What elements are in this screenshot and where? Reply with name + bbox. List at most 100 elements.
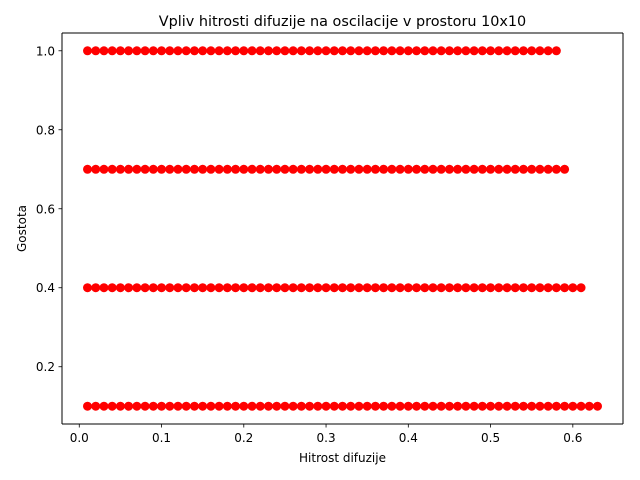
scatter-points	[83, 46, 602, 411]
data-point	[576, 283, 586, 293]
y-tick-label: 0.2	[36, 360, 55, 374]
data-point	[247, 164, 257, 174]
data-point	[280, 401, 290, 411]
data-point	[99, 46, 109, 56]
data-point	[403, 283, 413, 293]
data-point	[173, 283, 183, 293]
data-point	[247, 283, 257, 293]
data-point	[239, 164, 249, 174]
data-point	[321, 164, 331, 174]
data-point	[140, 401, 150, 411]
data-point	[412, 401, 422, 411]
data-point	[486, 164, 496, 174]
axes	[61, 32, 624, 425]
data-point	[436, 164, 446, 174]
data-point	[329, 164, 339, 174]
data-point	[486, 46, 496, 56]
data-point	[288, 401, 298, 411]
data-point	[239, 46, 249, 56]
data-point	[346, 283, 356, 293]
data-point	[486, 283, 496, 293]
data-point	[181, 46, 191, 56]
data-point	[214, 401, 224, 411]
data-point	[83, 283, 92, 293]
data-point	[181, 164, 191, 174]
data-point	[132, 46, 142, 56]
data-point	[157, 401, 167, 411]
data-point	[288, 164, 298, 174]
data-point	[551, 401, 561, 411]
data-point	[255, 164, 265, 174]
data-point	[412, 164, 422, 174]
y-tick-label: 0.8	[36, 123, 55, 137]
data-point	[305, 46, 315, 56]
data-point	[132, 164, 142, 174]
data-point	[444, 283, 454, 293]
data-point	[148, 401, 158, 411]
data-point	[494, 401, 504, 411]
data-point	[518, 46, 528, 56]
data-point	[222, 401, 232, 411]
data-point	[420, 46, 430, 56]
data-point	[263, 164, 273, 174]
data-point	[140, 164, 150, 174]
data-point	[379, 46, 389, 56]
data-point	[346, 46, 356, 56]
data-point	[354, 46, 364, 56]
data-point	[231, 164, 241, 174]
data-point	[338, 401, 347, 411]
data-point	[255, 283, 265, 293]
data-point	[379, 401, 389, 411]
data-point	[502, 46, 512, 56]
data-point	[189, 283, 199, 293]
data-point	[255, 46, 265, 56]
data-point	[181, 283, 191, 293]
data-point	[502, 164, 512, 174]
data-point	[518, 164, 528, 174]
data-point	[239, 283, 249, 293]
data-point	[115, 283, 125, 293]
data-point	[444, 164, 454, 174]
data-point	[370, 46, 380, 56]
data-point	[329, 401, 339, 411]
data-point	[272, 46, 282, 56]
x-tick-label: 0.6	[563, 431, 582, 445]
data-point	[140, 46, 150, 56]
x-tick-label: 0.2	[234, 431, 253, 445]
y-tick-label: 1.0	[36, 44, 55, 58]
data-point	[362, 164, 372, 174]
x-tick-label: 0.3	[317, 431, 336, 445]
data-point	[412, 46, 422, 56]
data-point	[395, 164, 405, 174]
data-point	[346, 164, 356, 174]
data-point	[91, 401, 101, 411]
data-point	[214, 164, 224, 174]
data-point	[206, 283, 216, 293]
data-point	[469, 46, 479, 56]
data-point	[543, 401, 553, 411]
data-point	[593, 401, 602, 411]
data-point	[403, 164, 413, 174]
data-point	[453, 46, 463, 56]
data-point	[165, 164, 175, 174]
data-point	[494, 46, 504, 56]
data-point	[551, 46, 561, 56]
data-point	[387, 164, 397, 174]
data-point	[395, 46, 405, 56]
data-point	[189, 46, 199, 56]
x-tick-label: 0.4	[399, 431, 418, 445]
data-point	[148, 46, 158, 56]
data-point	[214, 283, 224, 293]
y-tick-label: 0.4	[36, 281, 55, 295]
y-tick-label: 0.6	[36, 202, 55, 216]
data-point	[231, 401, 241, 411]
data-point	[370, 283, 380, 293]
data-point	[428, 401, 438, 411]
data-point	[551, 164, 561, 174]
data-point	[428, 283, 438, 293]
data-point	[362, 401, 372, 411]
data-point	[428, 164, 438, 174]
data-point	[477, 283, 487, 293]
x-tick-label: 0.0	[70, 431, 89, 445]
